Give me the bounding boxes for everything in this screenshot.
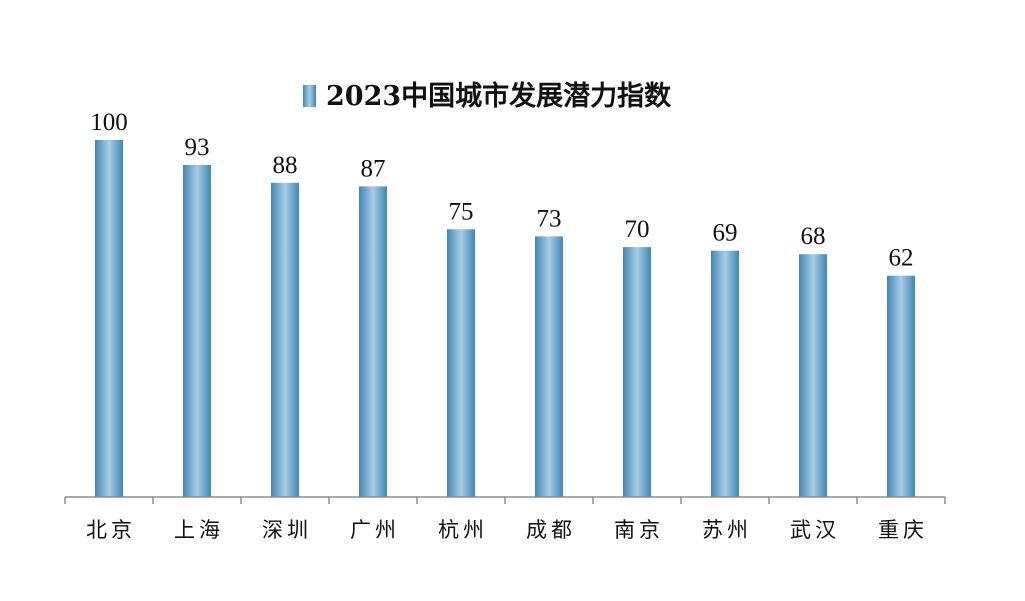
x-axis (64, 496, 946, 504)
value-label-上海: 93 (185, 134, 210, 161)
category-labels-group: 北京 上海 深圳 广州 杭州 成都 南京 苏州 武汉 重庆 (86, 518, 928, 542)
category-label-成都: 成都 (526, 518, 576, 542)
bar-成都 (535, 236, 563, 497)
category-label-深圳: 深圳 (262, 518, 312, 542)
value-label-北京: 100 (90, 109, 128, 136)
value-label-武汉: 68 (801, 223, 826, 250)
value-label-杭州: 75 (449, 198, 474, 225)
category-label-南京: 南京 (614, 518, 664, 542)
value-label-成都: 73 (537, 205, 562, 232)
category-label-武汉: 武汉 (790, 518, 840, 542)
bar-杭州 (447, 229, 475, 498)
legend-label: 2023中国城市发展潜力指数 (326, 80, 672, 112)
bar-广州 (359, 186, 387, 497)
bar-武汉 (799, 254, 827, 497)
bars-group (95, 140, 915, 498)
bar-苏州 (711, 250, 739, 497)
category-label-北京: 北京 (86, 518, 136, 542)
bar-上海 (183, 165, 211, 497)
value-label-重庆: 62 (889, 245, 914, 272)
category-label-上海: 上海 (174, 518, 224, 542)
bar-北京 (95, 140, 123, 497)
category-label-广州: 广州 (350, 518, 400, 542)
bar-南京 (623, 247, 651, 497)
category-label-重庆: 重庆 (878, 518, 928, 542)
value-label-苏州: 69 (713, 220, 738, 247)
value-label-南京: 70 (625, 216, 650, 243)
legend-swatch (303, 85, 316, 107)
bar-重庆 (887, 275, 915, 497)
category-label-苏州: 苏州 (702, 518, 752, 542)
legend: 2023中国城市发展潜力指数 (303, 80, 672, 112)
value-labels-group: 100 93 88 87 75 73 70 69 68 62 (90, 109, 913, 272)
category-label-杭州: 杭州 (438, 518, 488, 542)
value-label-深圳: 88 (273, 152, 298, 179)
bar-深圳 (271, 182, 299, 498)
value-label-广州: 87 (361, 155, 386, 182)
